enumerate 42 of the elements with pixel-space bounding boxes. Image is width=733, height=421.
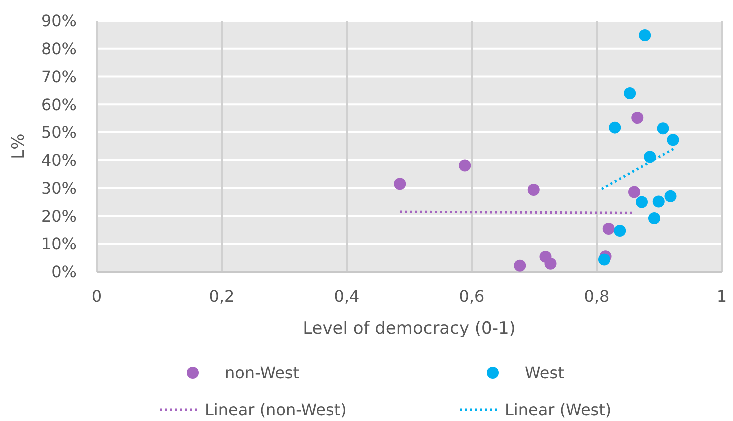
point <box>652 196 665 208</box>
legend-label: non-West <box>225 364 300 383</box>
point <box>602 223 615 236</box>
y-tick-label: 80% <box>41 39 77 58</box>
y-tick-label: 70% <box>41 67 77 86</box>
y-tick-label: 40% <box>41 151 77 170</box>
point <box>514 260 526 272</box>
y-tick-label: 20% <box>41 206 77 226</box>
y-tick-label: 60% <box>41 95 77 114</box>
x-tick-label: 0 <box>92 287 102 306</box>
point <box>636 196 648 208</box>
x-tick-label: 0,4 <box>334 287 360 306</box>
x-tick-label: 1 <box>716 287 728 306</box>
point <box>394 178 406 190</box>
y-tick-label: 90% <box>41 12 77 31</box>
legend-label: Linear (non-West) <box>205 400 347 420</box>
point <box>644 151 656 164</box>
legend-label: West <box>525 364 564 383</box>
point <box>598 254 610 266</box>
point <box>632 112 644 124</box>
x-axis-title: Level of democracy (0-1) <box>303 319 516 339</box>
point <box>639 30 652 42</box>
point <box>657 122 670 135</box>
point <box>544 258 557 270</box>
x-tick-label: 0,2 <box>209 287 235 306</box>
y-axis-title: L% <box>9 134 29 160</box>
y-tick-label: 10% <box>41 234 77 254</box>
point <box>628 186 640 198</box>
point <box>528 184 540 196</box>
y-tick-label: 0% <box>52 262 77 282</box>
point <box>667 134 680 146</box>
x-tick-label: 0,8 <box>584 287 610 306</box>
y-tick-label: 50% <box>41 123 77 142</box>
legend-label: Linear (West) <box>505 400 612 420</box>
point <box>664 190 677 202</box>
point <box>609 122 622 134</box>
point <box>624 88 636 100</box>
point <box>614 225 626 238</box>
point <box>648 212 660 224</box>
point <box>459 160 472 172</box>
y-tick-label: 30% <box>41 178 77 198</box>
x-tick-label: 0,6 <box>459 287 485 306</box>
